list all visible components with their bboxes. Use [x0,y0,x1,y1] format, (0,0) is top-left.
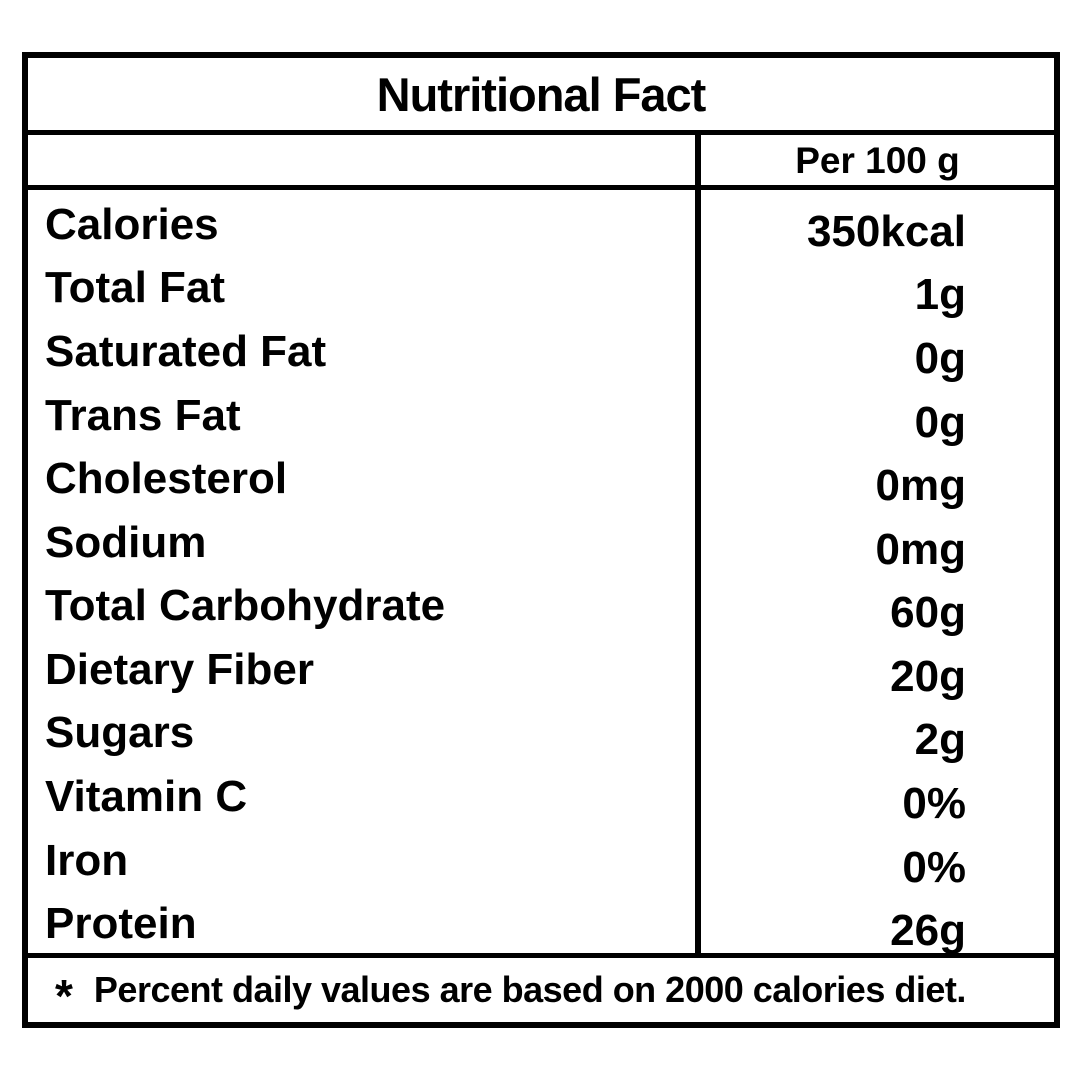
column-header-empty-cell [28,135,695,185]
nutrient-amount: 0g [914,397,966,447]
nutrient-amount-cell: 0g [695,317,1054,381]
nutrient-amount: 350kcal [806,206,966,256]
nutrient-name-cell: Iron [28,826,695,890]
nutrient-name-cell: Calories [28,190,695,254]
title-row: Nutritional Fact [28,58,1054,135]
table-row: Iron 0% [28,825,1054,892]
nutrient-amount: 26g [890,906,966,956]
footnote-row: * Percent daily values are based on 2000… [28,958,1054,1022]
column-header-cell: Per 100 g [695,135,1054,185]
nutrient-name: Trans Fat [45,390,241,440]
nutrient-name: Total Carbohydrate [45,581,446,631]
nutrient-amount-cell: 20g [695,635,1054,699]
nutrient-amount: 1g [914,270,966,320]
nutrient-name-cell: Saturated Fat [28,317,695,381]
nutrient-amount-cell: 0% [695,825,1054,892]
table-row: Saturated Fat 0g [28,317,1054,381]
nutrient-name-cell: Total Carbohydrate [28,571,695,635]
nutrient-amount: 20g [890,651,966,701]
nutrient-amount: 0mg [875,461,966,511]
table-row: Dietary Fiber 20g [28,635,1054,699]
nutrient-name: Total Fat [45,263,226,313]
table-row: Sugars 2g [28,698,1054,765]
nutrient-name: Calories [45,199,219,249]
nutrient-name: Dietary Fiber [45,644,314,694]
nutrient-name-cell: Total Fat [28,254,695,318]
nutrient-name-cell: Sugars [28,699,695,763]
nutrient-name-cell: Cholesterol [28,444,695,508]
table-row: Protein 26g [28,889,1054,953]
nutrient-amount: 0g [914,333,966,383]
footnote-text: Percent daily values are based on 2000 c… [93,969,966,1010]
nutrient-name-cell: Dietary Fiber [28,635,695,699]
nutrient-amount-cell: 0g [695,380,1054,447]
nutrient-amount: 2g [914,715,966,765]
nutrient-name-cell: Vitamin C [28,762,695,826]
table-row: Total Carbohydrate 60g [28,571,1054,638]
nutrient-amount-cell: 0% [695,762,1054,826]
nutrient-amount: 0mg [875,524,966,574]
table-row: Sodium 0mg [28,507,1054,574]
table-row: Total Fat 1g [28,253,1054,320]
nutrient-amount: 0% [902,778,966,828]
table-row: Vitamin C 0% [28,762,1054,826]
nutrient-amount-cell: 1g [695,253,1054,320]
column-header-row: Per 100 g [28,135,1054,190]
nutrient-name: Sodium [45,517,207,567]
per-100g-column-header: Per 100 g [795,139,960,181]
nutrient-amount-cell: 26g [695,889,1054,953]
nutrient-amount-cell: 60g [695,571,1054,638]
nutrient-name-cell: Trans Fat [28,381,695,445]
nutrient-name-cell: Protein [28,889,695,953]
nutrient-amount-cell: 2g [695,698,1054,765]
nutrient-name: Saturated Fat [45,326,327,376]
label-title: Nutritional Fact [376,67,707,121]
table-row: Trans Fat 0g [28,380,1054,447]
nutrient-name: Protein [45,899,197,949]
nutrient-name: Iron [45,835,129,885]
nutrient-amount-cell: 0mg [695,507,1054,574]
nutrition-facts-table: Nutritional Fact Per 100 g Calories 350k… [22,52,1060,1028]
table-row: Calories 350kcal [28,190,1054,254]
nutrient-name: Sugars [45,708,195,758]
nutrient-name: Vitamin C [45,771,248,821]
nutrient-rows: Calories 350kcal Total Fat 1g Saturated … [28,190,1054,958]
asterisk-icon: * [55,970,73,1022]
nutrient-amount: 0% [902,842,966,892]
table-row: Cholesterol 0mg [28,444,1054,508]
nutrient-name-cell: Sodium [28,508,695,572]
nutrient-amount: 60g [890,588,966,638]
nutrient-amount-cell: 0mg [695,444,1054,508]
nutrient-amount-cell: 350kcal [695,190,1054,254]
nutrient-name: Cholesterol [45,454,288,504]
